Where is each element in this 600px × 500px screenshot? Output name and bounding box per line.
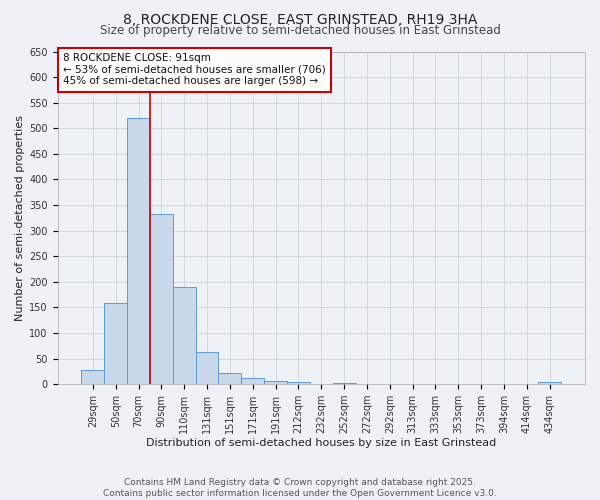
Bar — [287, 382, 310, 384]
Text: Size of property relative to semi-detached houses in East Grinstead: Size of property relative to semi-detach… — [100, 24, 500, 37]
Text: Contains HM Land Registry data © Crown copyright and database right 2025.
Contai: Contains HM Land Registry data © Crown c… — [103, 478, 497, 498]
Bar — [173, 287, 196, 384]
Bar — [196, 352, 218, 384]
X-axis label: Distribution of semi-detached houses by size in East Grinstead: Distribution of semi-detached houses by … — [146, 438, 496, 448]
Bar — [264, 380, 287, 384]
Bar — [218, 374, 241, 384]
Text: 8 ROCKDENE CLOSE: 91sqm
← 53% of semi-detached houses are smaller (706)
45% of s: 8 ROCKDENE CLOSE: 91sqm ← 53% of semi-de… — [63, 53, 326, 86]
Bar — [538, 382, 561, 384]
Bar — [127, 118, 150, 384]
Bar — [104, 304, 127, 384]
Bar — [241, 378, 264, 384]
Bar — [150, 214, 173, 384]
Bar — [332, 382, 356, 384]
Text: 8, ROCKDENE CLOSE, EAST GRINSTEAD, RH19 3HA: 8, ROCKDENE CLOSE, EAST GRINSTEAD, RH19 … — [123, 12, 477, 26]
Y-axis label: Number of semi-detached properties: Number of semi-detached properties — [15, 115, 25, 321]
Bar — [82, 370, 104, 384]
